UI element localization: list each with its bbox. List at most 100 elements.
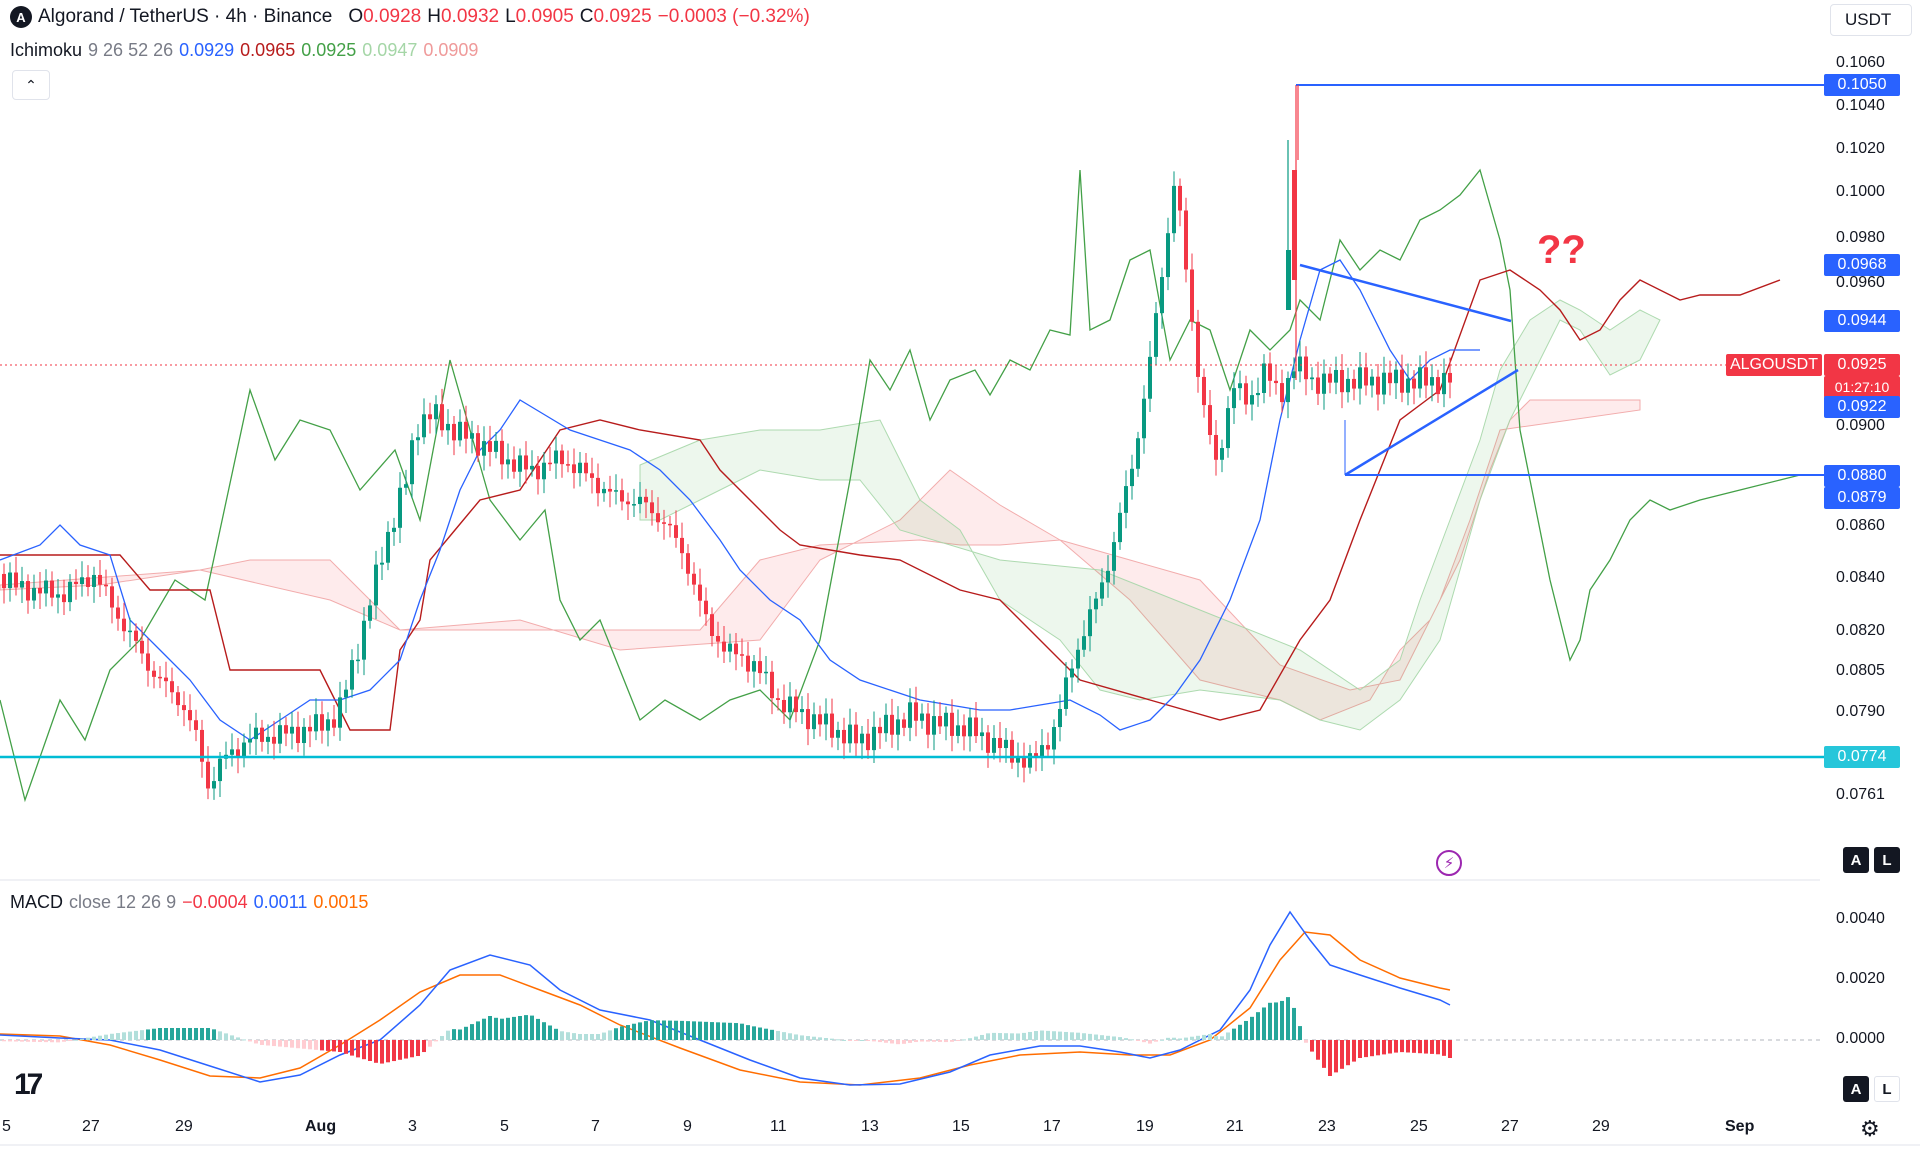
macd-histogram-bar — [572, 1033, 576, 1040]
price-tick-2: 0.1020 — [1836, 140, 1885, 157]
macd-histogram-bar — [1442, 1040, 1446, 1056]
macd-histogram-bar — [1142, 1040, 1146, 1043]
tradingview-logo-icon[interactable]: 17 — [14, 1068, 43, 1101]
log-scale-button[interactable]: L — [1874, 847, 1900, 873]
macd-histogram-bar — [704, 1021, 708, 1040]
candle-body — [584, 462, 588, 474]
candle-body — [122, 618, 126, 632]
candle-body — [302, 726, 306, 744]
candle-body — [980, 732, 984, 737]
macd-histogram-bar — [1034, 1031, 1038, 1040]
macd-histogram-bar — [1028, 1031, 1032, 1040]
candle-body — [140, 640, 144, 654]
ichimoku-cloud-bearish — [0, 399, 1641, 721]
candle-body — [1172, 185, 1176, 234]
price-tick-8: 0.0860 — [1836, 517, 1885, 534]
candle-body — [1034, 753, 1038, 757]
macd-signal-value: 0.0015 — [313, 892, 369, 912]
macd-histogram-bar — [1256, 1012, 1260, 1040]
candle-body — [1202, 376, 1206, 406]
price-tick-4: 0.0980 — [1836, 229, 1885, 246]
macd-histogram-bar — [1136, 1040, 1140, 1041]
macd-histogram-bar — [674, 1020, 678, 1040]
macd-histogram-bar — [1250, 1016, 1254, 1040]
candle-body — [500, 440, 504, 465]
macd-histogram-bar — [32, 1040, 36, 1042]
candle-body — [212, 781, 216, 789]
candle-body — [1076, 649, 1080, 669]
macd-histogram-bar — [1418, 1040, 1422, 1054]
macd-histogram-bar — [962, 1039, 966, 1041]
macd-histogram-bar — [386, 1040, 390, 1063]
collapse-legend-button[interactable]: ⌃ — [12, 70, 50, 100]
auto-scale-button[interactable]: A — [1843, 847, 1869, 873]
macd-histogram-bar — [536, 1018, 540, 1040]
price-tick-7: 0.0900 — [1836, 417, 1885, 434]
candle-body — [254, 727, 258, 740]
high-label: H — [427, 6, 441, 27]
ichimoku-legend[interactable]: Ichimoku 9 26 52 26 0.0929 0.0965 0.0925… — [10, 40, 478, 61]
candle-body — [554, 450, 558, 464]
macd-histogram-bar — [374, 1040, 378, 1063]
candle-body — [1148, 356, 1152, 399]
candle-body — [824, 713, 828, 725]
macd-histogram-bar — [1346, 1040, 1350, 1066]
macd-auto-scale-button[interactable]: A — [1843, 1076, 1869, 1102]
price-tick-1: 0.1040 — [1836, 97, 1885, 114]
macd-histogram-bar — [458, 1029, 462, 1040]
macd-histogram-bar — [230, 1035, 234, 1040]
macd-histogram-bar — [404, 1040, 408, 1059]
level-880-label: 0.0880 — [1824, 465, 1900, 487]
low-value: 0.0905 — [515, 6, 574, 27]
candle-body — [614, 490, 618, 492]
ichimoku-spanA-value: 0.0947 — [362, 40, 418, 60]
macd-histogram-bar — [1184, 1037, 1188, 1040]
candle-body — [656, 513, 660, 523]
currency-selector[interactable]: USDT — [1830, 4, 1912, 36]
macd-histogram-bar — [1208, 1034, 1212, 1040]
macd-histogram-bar — [398, 1040, 402, 1060]
candle-body — [26, 581, 30, 601]
settings-icon[interactable]: ⚙ — [1860, 1116, 1880, 1141]
date-label: 9 — [683, 1118, 692, 1135]
date-label: 15 — [952, 1118, 970, 1135]
candle-body — [452, 423, 456, 441]
candle-body — [248, 739, 252, 743]
macd-histogram-bar — [512, 1016, 516, 1040]
candle-body — [806, 709, 810, 730]
macd-histogram-bar — [1340, 1040, 1344, 1069]
macd-histogram-bar — [950, 1040, 954, 1042]
candle-body — [338, 697, 342, 728]
candle-body — [86, 577, 90, 587]
macd-histogram-bar — [1154, 1040, 1158, 1042]
candle-body — [176, 692, 180, 706]
macd-histogram-bar — [1112, 1036, 1116, 1040]
candle-body — [782, 699, 786, 713]
macd-log-scale-button[interactable]: L — [1874, 1076, 1900, 1102]
candle-body — [1436, 377, 1440, 395]
candle-body — [1292, 371, 1296, 379]
macd-histogram-bar — [794, 1034, 798, 1040]
candle-body — [1208, 405, 1212, 435]
macd-histogram-bar — [1160, 1039, 1164, 1041]
macd-histogram-bar — [1202, 1034, 1206, 1040]
macd-tick-1: 0.0020 — [1836, 970, 1885, 987]
candle-body — [518, 455, 522, 472]
candle-body — [1394, 369, 1398, 384]
price-tick-12: 0.0790 — [1836, 703, 1885, 720]
macd-histogram-bar — [254, 1040, 258, 1044]
candle-body — [152, 670, 156, 677]
candle-body — [1016, 757, 1020, 763]
candle-body — [1106, 570, 1110, 583]
lightning-icon[interactable]: ⚡ — [1436, 850, 1462, 876]
symbol-title[interactable]: Algorand / TetherUS · 4h · Binance — [38, 6, 333, 27]
macd-legend[interactable]: MACD close 12 26 9 −0.0004 0.0011 0.0015 — [10, 892, 368, 913]
macd-histogram-bar — [788, 1033, 792, 1040]
macd-histogram-bar — [50, 1040, 54, 1043]
candle-body — [1028, 753, 1032, 768]
macd-histogram-bar — [86, 1037, 90, 1040]
macd-histogram-bar — [944, 1040, 948, 1043]
macd-histogram-bar — [776, 1030, 780, 1040]
candle-body — [878, 726, 882, 734]
